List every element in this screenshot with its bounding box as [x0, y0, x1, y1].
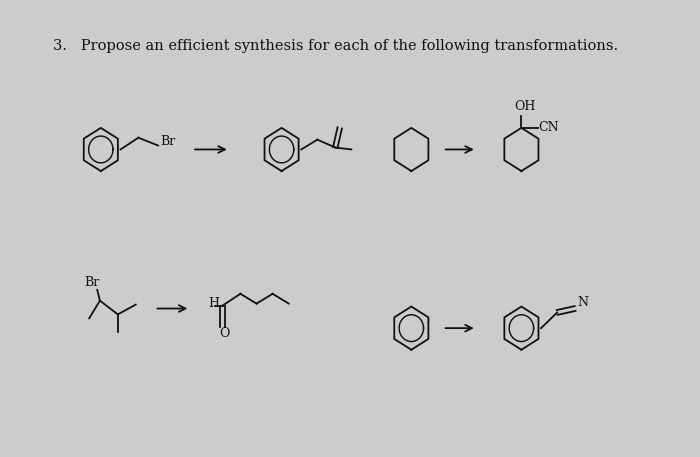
- Text: Br: Br: [85, 276, 100, 289]
- Text: OH: OH: [514, 100, 536, 113]
- Text: N: N: [577, 296, 588, 309]
- Text: 3.   Propose an efficient synthesis for each of the following transformations.: 3. Propose an efficient synthesis for ea…: [53, 38, 619, 53]
- Text: O: O: [219, 327, 230, 340]
- Text: H: H: [208, 297, 219, 310]
- Text: Br: Br: [160, 135, 175, 148]
- Text: CN: CN: [538, 122, 559, 134]
